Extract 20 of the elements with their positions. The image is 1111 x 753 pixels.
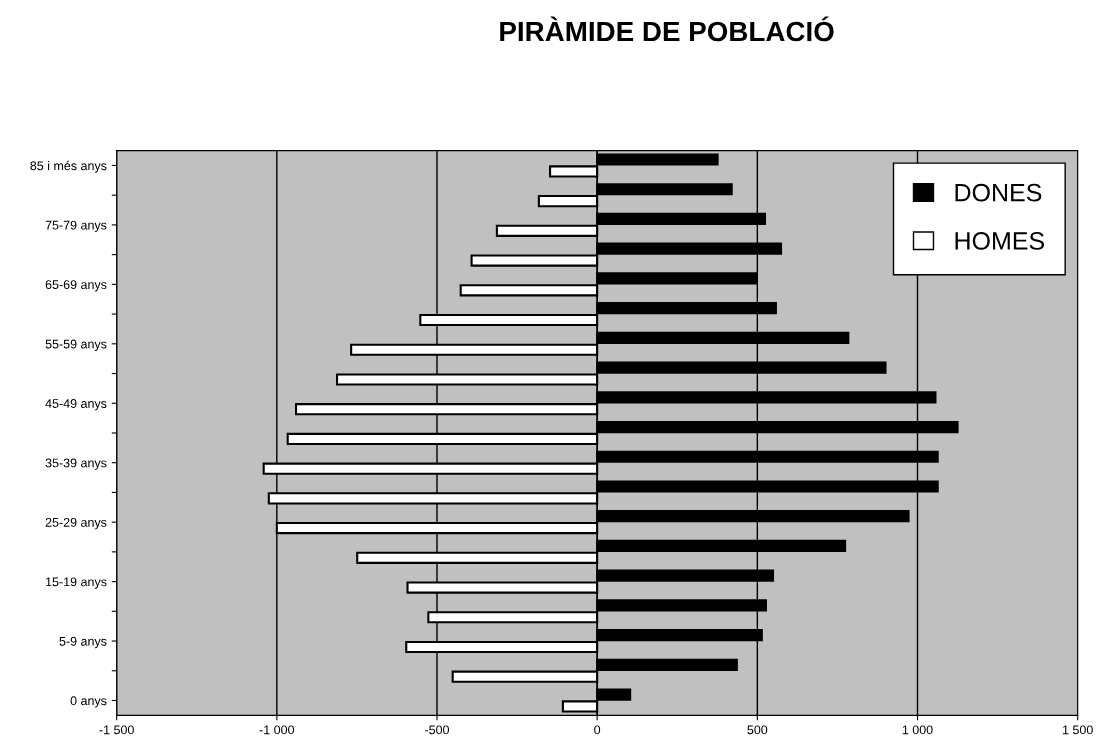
x-tick-label: 0 [594, 725, 601, 735]
y-tick-label: 55-59 anys [45, 339, 107, 351]
x-tick-label: -1 500 [99, 725, 134, 735]
x-tick-label: -1 000 [259, 725, 295, 735]
legend-label: DONES [955, 183, 1042, 202]
y-tick-label: 15-19 anys [46, 577, 107, 589]
y-tick-label: 5-9 anys [59, 636, 107, 649]
y-tick-label: 35-39 anys [45, 458, 107, 470]
y-tick-label: 0 anys [70, 696, 107, 708]
y-tick-label: 45-49 anys [45, 399, 107, 411]
legend-label: HOMES [955, 232, 1045, 250]
y-tick-label: 25-29 anys [45, 517, 107, 530]
x-tick-label: 1 500 [1062, 725, 1093, 735]
y-tick-label: 75-79 anys [45, 220, 107, 233]
x-tick-label: 500 [747, 725, 768, 735]
x-tick-label: 1 000 [902, 725, 933, 735]
y-tick-label: 65-69 anys [45, 280, 107, 292]
y-tick-label: 85 i més anys [30, 160, 107, 173]
chart-title: PIRÀMIDE DE POBLACIÓ [500, 16, 834, 42]
x-tick-label: -500 [425, 725, 450, 735]
